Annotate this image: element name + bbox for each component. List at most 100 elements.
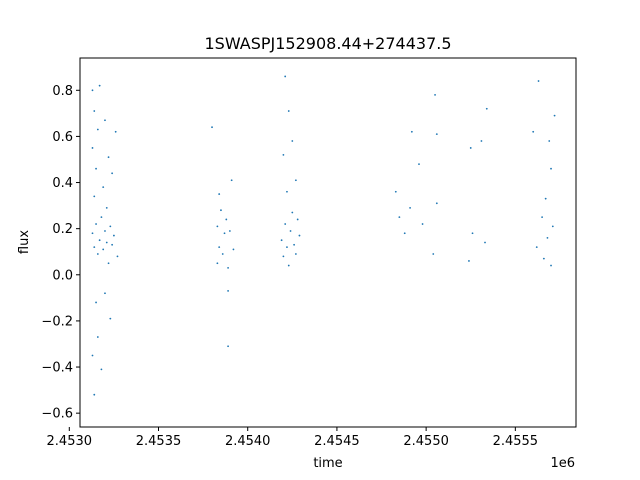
x-tick-label: 2.4550 (403, 434, 449, 449)
data-point (93, 195, 96, 198)
data-point (98, 84, 101, 87)
data-point (227, 266, 229, 269)
data-point (280, 239, 283, 242)
data-point (546, 236, 549, 239)
x-tick-label: 2.4530 (47, 434, 93, 449)
data-point (107, 262, 110, 265)
data-point (544, 197, 547, 200)
data-point (93, 110, 96, 112)
data-point (468, 260, 470, 262)
data-point (471, 232, 474, 235)
data-point (111, 172, 114, 175)
data-point (116, 255, 119, 258)
y-axis-label: flux (17, 230, 32, 254)
data-point (96, 336, 99, 338)
data-point (96, 128, 99, 131)
data-point (228, 230, 231, 232)
data-point (553, 114, 556, 117)
data-point (104, 292, 106, 295)
data-point (551, 225, 554, 228)
data-point (100, 216, 103, 219)
data-point (91, 89, 94, 92)
data-point (287, 110, 290, 112)
y-tick-label: 0.0 (52, 268, 73, 283)
data-point (221, 253, 224, 255)
x-tick-label: 2.4545 (314, 434, 360, 449)
y-tick-label: 0.4 (52, 176, 73, 191)
data-point (109, 317, 112, 320)
data-point (111, 243, 114, 246)
y-tick-label: −0.2 (41, 314, 73, 329)
x-tick-label: 2.4535 (136, 434, 182, 449)
data-point (403, 232, 406, 235)
data-point (100, 368, 103, 371)
data-point (107, 156, 110, 159)
data-point (113, 234, 115, 237)
data-point (535, 246, 538, 249)
chart-title: 1SWASPJ152908.44+274437.5 (204, 34, 451, 53)
data-point (298, 234, 301, 237)
data-point (227, 290, 229, 292)
data-point (286, 246, 288, 249)
data-point (532, 130, 535, 133)
data-point (294, 253, 297, 255)
x-axis-label: time (313, 456, 342, 471)
x-tick-label: 2.4555 (493, 434, 539, 449)
data-point (550, 264, 552, 267)
data-point (218, 246, 221, 249)
data-point (220, 209, 222, 212)
data-point (223, 232, 226, 235)
data-point (435, 133, 438, 136)
plot-area: 2.4530 2.4535 2.4540 2.4545 2.4550 2.4555 −0.… (41, 57, 577, 449)
y-axis-ticks: −0.6 −0.4 −0.2 0.0 0.2 0.4 0.6 0.8 (41, 84, 80, 422)
data-point (484, 241, 486, 244)
data-point (284, 223, 287, 225)
data-point (469, 147, 472, 149)
data-point (421, 223, 424, 225)
plot-frame (79, 57, 577, 428)
data-point (95, 301, 97, 304)
data-point (91, 232, 94, 235)
x-tick-label: 2.4540 (225, 434, 271, 449)
data-point (291, 211, 294, 214)
data-points (91, 75, 556, 396)
data-point (293, 243, 295, 246)
data-point (211, 126, 213, 129)
data-point (96, 253, 99, 255)
data-point (485, 107, 488, 110)
data-point (409, 207, 411, 209)
data-point (95, 167, 97, 170)
data-point (284, 75, 287, 78)
y-tick-label: 0.6 (52, 130, 73, 145)
data-point (548, 140, 551, 142)
data-point (432, 253, 435, 255)
data-point (550, 167, 552, 170)
data-point (109, 225, 112, 228)
data-point (225, 218, 228, 221)
data-point (282, 153, 285, 156)
data-point (410, 130, 413, 133)
data-point (398, 216, 401, 219)
data-point (216, 225, 219, 228)
data-point (91, 147, 94, 149)
data-point (296, 218, 299, 221)
y-tick-label: −0.4 (41, 361, 73, 376)
data-point (435, 202, 438, 205)
data-point (227, 345, 229, 348)
data-point (98, 239, 101, 242)
data-point (542, 257, 545, 260)
data-point (287, 264, 290, 267)
x-axis-offset-label: 1e6 (550, 456, 575, 471)
data-point (95, 223, 97, 225)
data-point (480, 140, 483, 142)
data-point (91, 354, 94, 357)
data-point (232, 248, 235, 251)
data-point (102, 248, 105, 251)
data-point (105, 241, 108, 244)
data-point (114, 130, 117, 133)
y-tick-label: 0.8 (52, 84, 73, 99)
data-point (418, 163, 420, 165)
y-tick-label: 0.2 (52, 222, 73, 237)
data-point (394, 190, 397, 193)
data-point (289, 230, 292, 232)
